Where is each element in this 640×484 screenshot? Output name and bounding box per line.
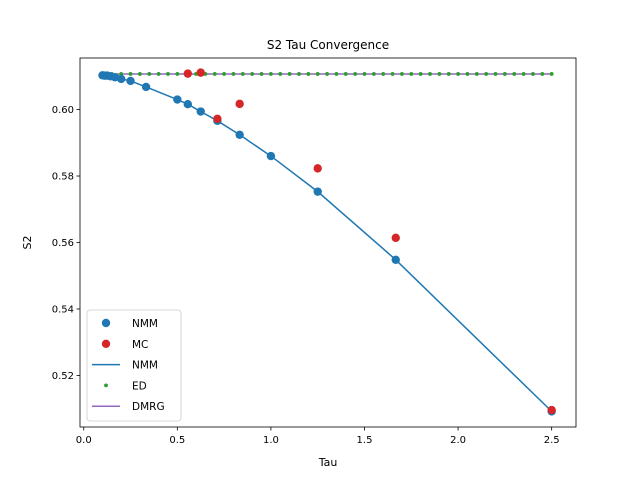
x-tick-label: 0.5 [169, 435, 185, 446]
series-ed-dots-point [549, 72, 554, 76]
series-mc-scatter-point [313, 164, 322, 173]
series-ed-dots-point [540, 72, 545, 76]
series-ed-dots-point [502, 72, 507, 76]
series-nmm-scatter-point [313, 187, 322, 196]
series-nmm-scatter-point [196, 107, 205, 116]
series-ed-dots-point [306, 72, 311, 76]
series-mc-scatter-point [391, 233, 400, 243]
series-ed-dots-point [278, 72, 283, 76]
series-nmm-scatter-point [235, 130, 244, 139]
series-ed-dots-point [334, 72, 339, 76]
series-ed-dots-point [362, 72, 367, 76]
y-axis-label: S2 [21, 236, 34, 250]
series-ed-dots-point [259, 72, 264, 76]
series-nmm-scatter-point [126, 76, 135, 86]
series-ed-dots-point [381, 72, 386, 76]
series-nmm-scatter-point [266, 151, 276, 161]
series-ed-dots-point [456, 72, 460, 76]
y-tick-label: 0.56 [52, 238, 74, 249]
series-ed-dots-point [512, 72, 517, 76]
series-ed-dots-point [353, 72, 358, 76]
series-nmm-scatter-point [173, 95, 182, 104]
legend-label: NMM [132, 360, 158, 372]
series-ed-dots-point [269, 72, 273, 76]
x-tick-label: 2.0 [450, 435, 466, 446]
series-ed-dots-point [222, 72, 227, 76]
chart-title: S2 Tau Convergence [267, 38, 389, 52]
x-axis-label: Tau [318, 456, 338, 469]
series-ed-dots-point [521, 72, 526, 76]
series-ed-dots-point [166, 72, 170, 76]
series-ed-dots-point [531, 72, 535, 76]
series-mc-scatter-point [235, 99, 244, 109]
series-nmm-scatter-point [391, 255, 400, 264]
series-ed-dots-point [343, 72, 348, 76]
series-ed-dots-point [147, 72, 152, 76]
legend-marker [101, 318, 111, 328]
series-ed-dots-point [212, 72, 217, 76]
series-ed-dots-point [250, 72, 255, 76]
series-ed-dots-point [409, 72, 414, 76]
legend-box [86, 309, 182, 422]
series-ed-dots-point [315, 72, 320, 76]
series-nmm-scatter-point [116, 74, 126, 84]
series-mc-scatter-point [213, 114, 222, 124]
series-ed-dots-point [446, 72, 451, 76]
series-ed-dots-point [156, 72, 161, 76]
legend-marker [101, 339, 111, 348]
legend-marker [104, 383, 108, 388]
plot-area [98, 68, 556, 416]
x-tick-label: 2.5 [544, 435, 560, 446]
y-tick-label: 0.52 [52, 371, 74, 382]
x-tick-label: 1.0 [263, 435, 279, 446]
series-ed-dots-point [137, 72, 142, 76]
series-ed-dots-point [325, 72, 329, 76]
legend-label: NMM [132, 318, 158, 330]
series-ed-dots-point [493, 72, 498, 76]
series-ed-dots-point [390, 72, 395, 76]
series-ed-dots-point [287, 72, 292, 76]
series-ed-dots-point [175, 72, 180, 76]
legend: NMM MC NMM ED DMRG [86, 309, 182, 422]
x-tick-label: 1.5 [357, 435, 373, 446]
series-ed-dots-point [465, 72, 470, 76]
series-ed-dots-point [240, 72, 245, 76]
x-axis: 0.0 0.5 1.0 1.5 2.0 2.5 [76, 427, 560, 446]
series-ed-dots-point [371, 72, 376, 76]
legend-label: MC [132, 339, 148, 351]
series-mc-scatter-point [547, 405, 556, 415]
series-ed-dots-point [231, 72, 236, 76]
series-mc-scatter-point [183, 69, 193, 78]
y-axis: 0.52 0.54 0.56 0.58 0.60 [52, 105, 80, 382]
legend-label: ED [132, 380, 147, 392]
series-ed-dots-point [484, 72, 489, 76]
y-tick-label: 0.54 [52, 305, 74, 316]
series-ed-dots-point [474, 72, 479, 76]
series-mc-scatter-point [196, 68, 205, 77]
series-ed-dots-point [297, 72, 301, 76]
x-tick-label: 0.0 [76, 435, 92, 446]
series-nmm-scatter-point [183, 100, 193, 109]
series-ed-dots-point [428, 72, 432, 76]
legend-label: DMRG [132, 401, 165, 413]
series-nmm-scatter-point [141, 82, 151, 92]
series-ed-dots-point [437, 72, 442, 76]
series-ed-dots-point [128, 72, 133, 76]
y-tick-label: 0.60 [52, 105, 74, 116]
y-tick-label: 0.58 [52, 172, 74, 183]
series-ed-dots-point [400, 72, 404, 76]
series-ed-dots-point [418, 72, 423, 76]
